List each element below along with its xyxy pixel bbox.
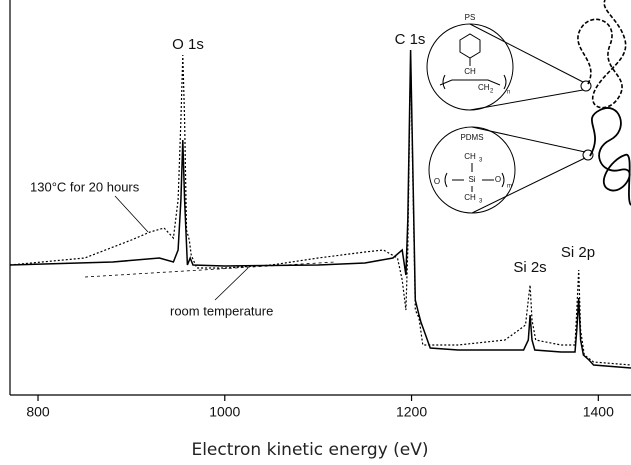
inset-label: PDMS — [460, 133, 483, 142]
ps-chain — [577, 0, 627, 109]
inset-text: 3 — [479, 158, 483, 164]
x-axis-label: Electron kinetic energy (eV) — [191, 440, 428, 460]
baseline-guide — [84, 261, 336, 278]
inset-text: 2 — [490, 89, 494, 95]
inset-pdms — [428, 126, 594, 214]
inset-label: PS — [465, 13, 476, 22]
spectrum-line — [9, 54, 631, 366]
pdms-chain — [589, 107, 631, 206]
series-annotation: room temperature — [170, 303, 273, 318]
inset-text: n — [507, 90, 510, 96]
peak-label: O 1s — [172, 36, 204, 53]
inset-text: m — [507, 184, 512, 190]
pointer — [214, 267, 249, 301]
inset-text: CH — [464, 193, 476, 202]
x-tick-label: 1000 — [209, 404, 240, 420]
peak-label: Si 2s — [513, 259, 546, 276]
inset-text: Si — [468, 175, 475, 184]
series-annotation: 130°C for 20 hours — [30, 179, 140, 194]
x-tick-label: 1400 — [583, 404, 614, 420]
inset-text: O — [495, 175, 501, 184]
x-tick-label: 1200 — [396, 404, 427, 420]
inset-text: O — [434, 177, 440, 186]
inset-text: CH — [464, 152, 476, 161]
peak-label: Si 2p — [561, 244, 595, 261]
inset-text: CH — [464, 67, 476, 76]
inset-text: CH — [478, 83, 490, 92]
x-tick-label: 800 — [26, 404, 50, 420]
inset-ps — [426, 23, 592, 111]
inset-text: 3 — [479, 199, 483, 205]
peak-label: C 1s — [395, 31, 426, 48]
pointer — [114, 195, 149, 233]
